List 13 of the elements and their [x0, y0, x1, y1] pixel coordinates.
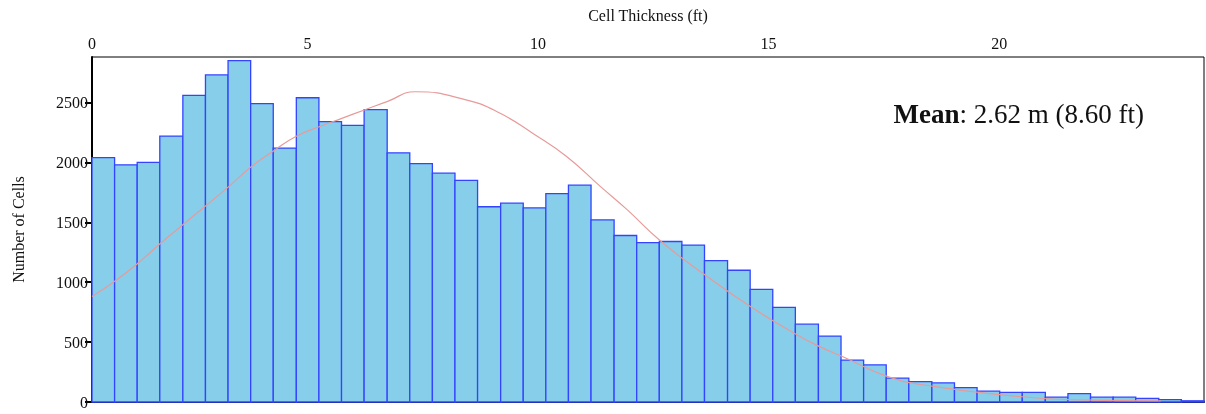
- y-tick-label: 500: [64, 333, 88, 351]
- x-tick-label: 5: [303, 34, 312, 52]
- x-axis-title: Cell Thickness (ft): [588, 6, 708, 25]
- y-tick-label: 1500: [56, 213, 88, 231]
- y-tick-label: 2000: [56, 153, 88, 171]
- y-tick-label: 0: [80, 393, 88, 411]
- x-tick-label: 15: [760, 34, 777, 52]
- y-axis-title: Number of Cells: [9, 176, 27, 283]
- x-tick-label: 10: [530, 34, 546, 52]
- x-tick-label: 20: [991, 34, 1008, 52]
- y-tick-label: 1000: [56, 273, 88, 291]
- annotation: Mean: 2.62 m (8.60 ft): [893, 98, 1145, 129]
- y-tick-label: 2500: [56, 94, 88, 112]
